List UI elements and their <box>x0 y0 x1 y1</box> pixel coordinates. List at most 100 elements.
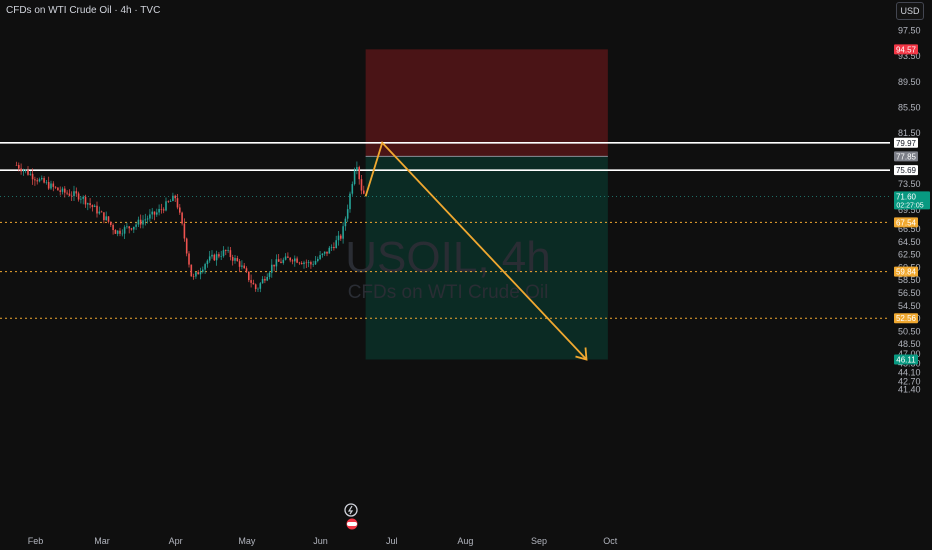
candle-body-38 <box>103 212 105 221</box>
price-tag-bg-level-4 <box>894 313 918 324</box>
candle-body-114 <box>277 259 280 262</box>
candle-body-80 <box>199 271 202 275</box>
price-tag-bg-marker-2 <box>894 191 930 210</box>
candle-body-54 <box>139 219 142 225</box>
price-labels: 79.97 75.69 67.54 59.84 52.56 94.57 77.85 71.60… <box>894 44 930 365</box>
candle-body-31 <box>87 203 89 205</box>
candle-body-42 <box>112 224 114 231</box>
candle-body-87 <box>215 254 218 261</box>
x-tick-label-5: Jul <box>386 536 398 546</box>
candle-body-45 <box>119 230 121 234</box>
candle-body-57 <box>146 218 149 220</box>
candle-body-4 <box>24 169 27 171</box>
candle-body-73 <box>183 223 186 239</box>
candle-body-41 <box>110 221 112 225</box>
candle-body-53 <box>137 219 140 225</box>
candle-body-32 <box>89 203 91 206</box>
x-tick-label-1: Mar <box>94 536 110 546</box>
candle-body-138 <box>333 246 335 249</box>
candle-body-64 <box>162 209 165 211</box>
candle-body-49 <box>128 226 130 229</box>
candle-body-83 <box>206 260 209 265</box>
candle-body-108 <box>264 278 266 281</box>
candle-body-69 <box>174 195 176 199</box>
event-icons[interactable] <box>344 503 359 531</box>
price-axis[interactable]: 97.50 93.50 89.50 85.50 81.50 73.50 69.50 66.50… <box>898 26 921 395</box>
candle-body-109 <box>266 276 268 281</box>
price-tag-bg-level-3 <box>894 266 918 277</box>
candle-body-27 <box>77 193 80 200</box>
y-tick-label-7: 66.50 <box>898 224 921 234</box>
candle-body-1 <box>18 165 20 169</box>
candle-body-99 <box>243 265 245 269</box>
candle-body-20 <box>61 188 64 192</box>
candle-body-123 <box>298 262 301 264</box>
y-tick-label-17: 47.00 <box>898 349 921 359</box>
candle-body-143 <box>344 218 347 227</box>
candle-body-62 <box>158 208 160 213</box>
position-zones <box>365 49 608 360</box>
candle-body-146 <box>351 184 354 194</box>
projection-arrow <box>364 141 588 361</box>
currency-selector[interactable]: USD <box>896 2 924 20</box>
candle-body-50 <box>130 228 133 230</box>
x-tick-label-0: Feb <box>28 536 44 546</box>
candle-body-6 <box>29 173 32 175</box>
price-tag-level-1: 75.69 <box>896 166 917 175</box>
candle-body-147 <box>353 170 356 185</box>
time-axis[interactable]: Feb Mar Apr May Jun Jul Aug Sep Oct <box>28 536 618 546</box>
candle-body-28 <box>80 198 82 200</box>
candle-body-90 <box>222 250 225 257</box>
candle-body-126 <box>305 262 308 264</box>
y-tick-label-12: 56.50 <box>898 288 921 298</box>
candle-body-127 <box>307 262 310 263</box>
candle-body-19 <box>59 190 61 192</box>
y-tick-label-5: 73.50 <box>898 179 921 189</box>
candle-body-36 <box>98 211 101 214</box>
candle-body-128 <box>310 262 312 265</box>
y-tick-label-16: 48.50 <box>898 339 921 349</box>
candle-body-105 <box>257 288 259 290</box>
x-tick-label-3: May <box>238 536 256 546</box>
y-tick-label-4: 81.50 <box>898 128 921 138</box>
y-tick-label-0: 97.50 <box>898 26 921 36</box>
candle-body-141 <box>340 235 342 239</box>
y-tick-label-6: 69.50 <box>898 205 921 215</box>
candle-body-124 <box>300 263 303 265</box>
y-tick-label-11: 58.50 <box>898 275 921 285</box>
flash-icon[interactable] <box>344 503 358 517</box>
y-tick-label-15: 50.50 <box>898 326 921 336</box>
candle-body-148 <box>356 167 358 171</box>
candle-body-77 <box>192 276 195 277</box>
candle-body-13 <box>45 182 48 183</box>
candle-body-25 <box>73 191 75 197</box>
candle-body-8 <box>34 179 36 181</box>
candle-body-110 <box>268 272 271 277</box>
candle-body-5 <box>27 169 29 175</box>
candle-body-132 <box>319 255 321 259</box>
x-tick-label-7: Sep <box>531 536 547 546</box>
candle-body-40 <box>107 216 110 222</box>
price-tag-bg-marker-3 <box>894 354 918 365</box>
candle-body-7 <box>31 173 34 180</box>
price-tag-bg-level-0 <box>894 137 918 148</box>
flash-icon-glyph <box>347 505 354 515</box>
price-tag-level-3: 59.84 <box>896 268 917 277</box>
candle-body-142 <box>342 226 344 239</box>
candle-body-63 <box>160 208 163 210</box>
candle-body-12 <box>43 178 45 183</box>
candles <box>15 161 365 293</box>
candle-body-29 <box>82 196 84 199</box>
candle-body-46 <box>121 233 124 235</box>
candle-body-119 <box>289 257 291 261</box>
horizontal-levels <box>0 141 890 319</box>
candle-body-94 <box>231 257 234 261</box>
candle-body-133 <box>321 253 324 256</box>
price-tag-marker-3: 46.11 <box>896 355 916 364</box>
price-tag-level-0: 79.97 <box>896 139 917 148</box>
candle-body-14 <box>47 182 50 189</box>
candle-body-47 <box>123 227 126 234</box>
y-tick-label-19: 44.10 <box>898 367 921 377</box>
y-tick-label-1: 93.50 <box>898 51 921 61</box>
